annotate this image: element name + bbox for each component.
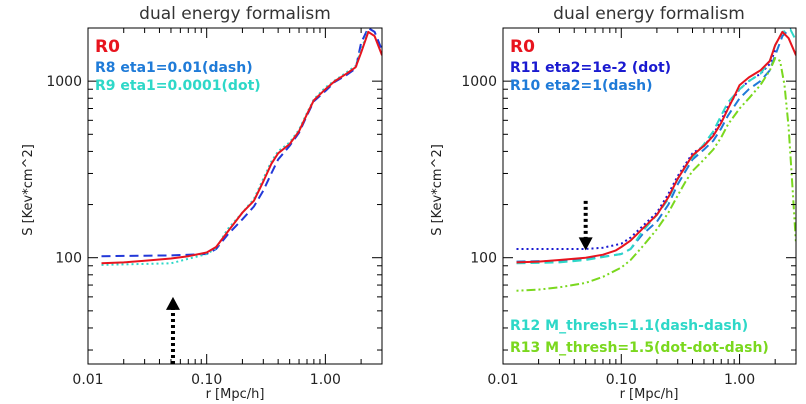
series-line-r13	[516, 57, 796, 292]
y-tick-label: 1000	[46, 74, 82, 90]
x-tick-label: 0.01	[487, 372, 518, 388]
y-tick-label: 100	[470, 251, 497, 267]
legend-entry: R13 M_thresh=1.5(dot-dot-dash)	[510, 340, 769, 356]
series-line-r0	[516, 30, 796, 264]
legend-entry: R0	[95, 37, 120, 57]
panel-right: dual energy formalism r [Mpc/h] S [Kev*c…	[430, 4, 797, 402]
legend-entry: R10 eta2=1(dash)	[510, 78, 653, 94]
y-axis-label: S [Kev*cm^2]	[21, 144, 36, 236]
x-tick-label: 1.00	[310, 372, 341, 388]
series-line-r0	[101, 30, 382, 265]
arrow-head	[165, 296, 180, 310]
legend-entry: R8 eta1=0.01(dash)	[95, 60, 253, 76]
chart-title: dual energy formalism	[553, 4, 745, 24]
y-tick-label: 1000	[461, 74, 497, 90]
y-tick-label: 100	[55, 251, 82, 267]
plot-frame	[502, 27, 797, 365]
x-axis-label: r [Mpc/h]	[206, 387, 265, 402]
legend-entry: R0	[510, 37, 535, 57]
legend-entry: R12 M_thresh=1.1(dash-dash)	[510, 318, 748, 334]
plot-frame	[87, 27, 383, 365]
series-line-r10	[516, 28, 792, 263]
x-tick-label: 0.01	[72, 372, 103, 388]
y-axis-label: S [Kev*cm^2]	[430, 144, 445, 236]
x-axis-label: r [Mpc/h]	[620, 387, 679, 402]
chart-title: dual energy formalism	[139, 4, 331, 24]
legend-entry: R9 eta1=0.0001(dot)	[95, 78, 261, 94]
panel-left: dual energy formalism r [Mpc/h] S [Kev*c…	[21, 4, 383, 402]
x-tick-label: 0.10	[606, 372, 637, 388]
x-tick-label: 0.10	[191, 372, 222, 388]
x-tick-label: 1.00	[724, 372, 755, 388]
legend-entry: R11 eta2=1e-2 (dot)	[510, 60, 671, 76]
arrow-head	[578, 237, 593, 251]
